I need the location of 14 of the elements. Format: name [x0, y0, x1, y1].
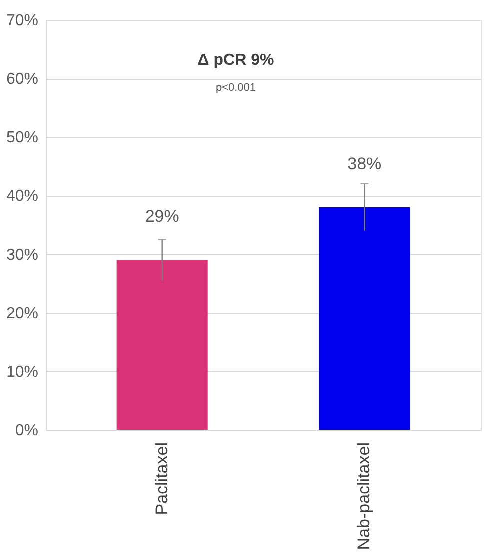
y-tick-label: 20% [6, 305, 38, 322]
y-tick-label: 0% [15, 422, 38, 440]
y-tick-label: 30% [6, 246, 38, 264]
y-tick-label: 50% [6, 130, 38, 147]
x-tick-label: Paclitaxel [152, 442, 172, 516]
x-tick-label: Nab-paclitaxel [354, 442, 374, 550]
y-tick-label: 70% [6, 12, 38, 30]
annotation: Δ pCR 9% [198, 52, 274, 69]
data-label: 38% [348, 154, 382, 174]
data-label: 29% [145, 207, 180, 226]
annotation: p<0.001 [216, 82, 256, 94]
y-tick-label: 10% [6, 364, 38, 381]
y-tick-label: 40% [6, 188, 38, 206]
y-tick-label: 60% [6, 71, 38, 88]
